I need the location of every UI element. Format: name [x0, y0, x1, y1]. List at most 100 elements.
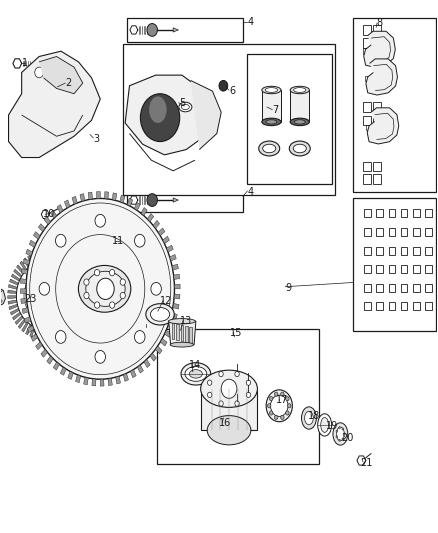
Polygon shape [141, 207, 147, 216]
Polygon shape [57, 205, 63, 213]
Circle shape [147, 193, 157, 206]
Circle shape [268, 403, 271, 408]
Polygon shape [8, 296, 17, 298]
Ellipse shape [293, 144, 306, 153]
Ellipse shape [146, 304, 174, 325]
Bar [376, 265, 383, 273]
Bar [413, 284, 420, 292]
Polygon shape [180, 325, 183, 341]
Bar [364, 265, 371, 273]
Polygon shape [131, 369, 136, 378]
Bar [425, 209, 432, 217]
Polygon shape [173, 303, 179, 309]
Polygon shape [116, 376, 120, 384]
Polygon shape [80, 193, 85, 201]
Polygon shape [67, 310, 76, 318]
Polygon shape [364, 31, 395, 67]
Bar [127, 188, 243, 212]
Ellipse shape [321, 417, 328, 432]
Polygon shape [66, 271, 74, 279]
Text: 10: 10 [42, 209, 55, 220]
Polygon shape [174, 294, 180, 299]
Bar [363, 38, 371, 48]
Polygon shape [69, 282, 78, 287]
Polygon shape [155, 346, 162, 354]
Polygon shape [22, 322, 28, 332]
Bar [389, 302, 395, 310]
Polygon shape [174, 284, 180, 289]
Circle shape [281, 392, 284, 396]
Circle shape [235, 372, 239, 377]
Text: 12: 12 [159, 296, 172, 306]
Polygon shape [33, 232, 40, 239]
Bar [425, 265, 432, 273]
Circle shape [134, 235, 145, 247]
Bar [425, 284, 432, 292]
Text: 16: 16 [219, 418, 232, 429]
Bar [262, 90, 281, 122]
Ellipse shape [262, 118, 281, 126]
Text: 6: 6 [229, 86, 235, 96]
Ellipse shape [301, 407, 316, 429]
Polygon shape [25, 324, 32, 335]
Polygon shape [43, 329, 46, 340]
Polygon shape [125, 75, 217, 155]
Polygon shape [68, 306, 78, 312]
Polygon shape [144, 359, 150, 368]
Bar [401, 302, 407, 310]
Polygon shape [70, 287, 79, 292]
Polygon shape [21, 279, 26, 284]
Ellipse shape [259, 141, 280, 156]
Polygon shape [60, 367, 66, 375]
Polygon shape [15, 316, 23, 325]
Polygon shape [72, 196, 77, 204]
Circle shape [342, 438, 344, 440]
Text: 7: 7 [272, 104, 279, 115]
Text: 14: 14 [189, 360, 201, 370]
Text: 1: 1 [21, 59, 28, 68]
Circle shape [336, 430, 338, 432]
Polygon shape [50, 210, 57, 219]
Text: 17: 17 [276, 395, 289, 406]
Bar [389, 265, 395, 273]
Bar [425, 247, 432, 255]
Polygon shape [64, 200, 70, 208]
Polygon shape [23, 259, 30, 265]
Circle shape [35, 67, 43, 78]
Circle shape [56, 235, 66, 247]
Ellipse shape [207, 416, 251, 445]
Polygon shape [26, 249, 32, 256]
Polygon shape [96, 191, 100, 199]
Polygon shape [105, 192, 109, 199]
Ellipse shape [185, 367, 207, 381]
Circle shape [84, 293, 89, 298]
Ellipse shape [181, 104, 189, 110]
Circle shape [274, 392, 278, 396]
Bar [373, 38, 381, 48]
Bar [363, 49, 367, 54]
Polygon shape [27, 326, 34, 333]
Bar [376, 302, 383, 310]
Bar [373, 162, 381, 171]
Bar [157, 329, 318, 464]
Polygon shape [134, 203, 140, 211]
Polygon shape [168, 321, 175, 328]
Circle shape [56, 330, 66, 343]
Circle shape [16, 263, 71, 329]
Text: 8: 8 [377, 18, 383, 28]
Polygon shape [49, 253, 53, 264]
Polygon shape [71, 298, 79, 302]
Polygon shape [32, 254, 36, 264]
Ellipse shape [266, 120, 277, 124]
Ellipse shape [189, 369, 202, 378]
Circle shape [235, 401, 239, 406]
Circle shape [246, 380, 251, 385]
Polygon shape [28, 255, 33, 266]
Circle shape [95, 302, 100, 308]
Polygon shape [173, 198, 178, 202]
Polygon shape [54, 325, 59, 336]
Polygon shape [52, 254, 57, 265]
Bar [373, 116, 381, 125]
Polygon shape [20, 289, 26, 293]
Ellipse shape [336, 427, 344, 441]
